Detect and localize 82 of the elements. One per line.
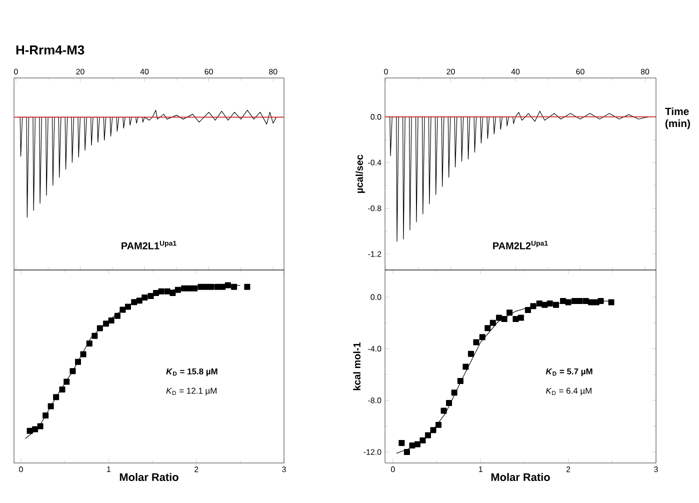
point: [124, 304, 131, 310]
point: [202, 284, 209, 290]
point: [198, 284, 204, 290]
point: [420, 437, 426, 444]
point: [530, 303, 536, 310]
point: [48, 403, 54, 410]
point: [512, 316, 519, 322]
point: [430, 427, 436, 434]
point: [598, 298, 604, 304]
point: [524, 307, 531, 314]
point: [576, 298, 583, 304]
point: [220, 284, 226, 290]
point: [409, 442, 416, 449]
annotation: K$_{D}$ = 6.4 µM: [546, 388, 592, 396]
annotation: K$_{D}$ = 15.8 µM: [166, 368, 218, 376]
point: [174, 286, 181, 293]
point: [53, 394, 60, 400]
point: [436, 422, 442, 428]
point: [490, 320, 496, 326]
point: [424, 432, 431, 438]
point: [451, 390, 458, 396]
point: [170, 290, 176, 296]
point: [546, 300, 553, 307]
point: [114, 312, 120, 319]
point: [32, 426, 38, 432]
point: [231, 284, 238, 290]
point: [506, 310, 513, 316]
point: [75, 358, 81, 365]
point: [244, 284, 250, 290]
point: [404, 449, 410, 456]
point: [457, 378, 464, 384]
point: [501, 316, 508, 322]
point: [59, 386, 66, 392]
point: [70, 368, 76, 374]
point: [103, 320, 110, 327]
point: [560, 298, 566, 304]
point: [473, 339, 480, 346]
point: [398, 440, 405, 446]
point: [131, 299, 138, 306]
chart-title: H-Rrm4-M3: [16, 45, 84, 55]
point: [80, 351, 86, 358]
point: [86, 340, 92, 347]
point: [136, 298, 142, 304]
point: [414, 441, 420, 448]
point: [224, 282, 231, 288]
point: [42, 412, 49, 418]
point: [518, 314, 524, 321]
point: [92, 332, 98, 339]
point: [608, 299, 614, 306]
x-axis-title: Molar Ratio: [120, 472, 178, 482]
point: [462, 364, 469, 370]
point: [96, 325, 103, 332]
annotation: K$_{D}$ = 12.1 µM: [166, 388, 216, 396]
text: PAM2L1$^{Upa1}$: [122, 240, 176, 250]
point: [479, 334, 486, 340]
point: [565, 299, 572, 306]
point: [208, 284, 214, 290]
point: [120, 306, 126, 313]
y-axis-title: µcal/sec: [356, 154, 365, 193]
point: [192, 285, 198, 292]
point: [440, 408, 447, 414]
point: [542, 302, 548, 308]
x-axis-title: Time (min): [665, 107, 690, 130]
point: [37, 423, 44, 430]
point: [108, 318, 114, 324]
annotation: PAM2L2$^{Upa1}$: [493, 240, 548, 250]
point: [181, 285, 188, 292]
point: [64, 378, 70, 385]
point: [153, 290, 160, 296]
line-series: [387, 110, 649, 242]
x-axis-title: Molar Ratio: [491, 472, 550, 482]
y-axis-title: kcal mol-1: [353, 342, 360, 390]
point: [484, 325, 491, 332]
point: [468, 350, 474, 357]
point: [496, 314, 502, 321]
point: [142, 294, 148, 301]
point: [158, 288, 164, 294]
point: [588, 299, 594, 306]
point: [446, 400, 452, 406]
annotation: K$_{D}$ = 5.7 µM: [546, 368, 592, 376]
point: [148, 293, 154, 300]
point: [553, 302, 560, 308]
